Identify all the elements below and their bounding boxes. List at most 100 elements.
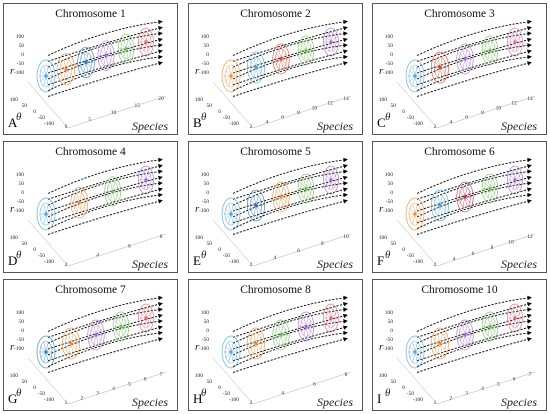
trajectory-line (47, 307, 163, 344)
cluster-spoke (439, 205, 443, 216)
cluster-center (413, 212, 417, 216)
phase-plot: 100500-50-100r100500-50-100θ2468101214Sp… (379, 19, 537, 133)
cluster-spoke (487, 188, 491, 199)
cluster-spoke (487, 316, 491, 327)
trajectory-line (232, 181, 348, 218)
trajectory-line (47, 337, 163, 373)
cluster-spoke (487, 40, 491, 51)
cluster-spoke (45, 66, 49, 77)
theta-tick-label: 0 (33, 247, 36, 253)
cluster-spoke (330, 41, 334, 52)
cluster-spoke (143, 41, 147, 52)
cluster-spoke (95, 334, 99, 345)
cluster-spoke (45, 342, 49, 353)
species-cluster (112, 311, 130, 342)
axis-frame (396, 357, 536, 405)
axis-frame (27, 357, 167, 405)
r-axis-label: r (10, 65, 15, 77)
cluster-spoke (43, 204, 47, 215)
species-cluster (87, 319, 105, 351)
species-cluster (431, 327, 449, 360)
panel-chromosome-10: 100 50 0 -50 -100 r 100 50 0 -50 -100 θ 1 2 3 4 5 6 7 Speci… (372, 279, 547, 411)
r-axis-label: r (195, 341, 200, 353)
trajectory-line (47, 199, 163, 235)
theta-tick-label: -50 (407, 253, 415, 259)
cluster-spoke (414, 75, 418, 86)
cluster-center (304, 48, 308, 53)
cluster-spoke (145, 32, 149, 43)
species-cluster (297, 173, 315, 204)
cluster-ellipse (221, 335, 241, 369)
cluster-spoke (464, 334, 468, 345)
cluster-spoke (118, 316, 122, 327)
cluster-center (69, 341, 73, 346)
r-tick-label: 50 (204, 43, 210, 49)
species-tick-label: 1 (65, 400, 68, 406)
cluster-spoke (145, 41, 149, 52)
theta-tick-label: 50 (391, 103, 397, 109)
r-tick-label: 0 (21, 328, 24, 334)
cluster-spoke (65, 69, 69, 79)
species-tick-label: 2 (434, 124, 437, 130)
panel-chromosome-3: 100 50 0 -50 -100 r 100 50 0 -50 -100 θ 2 4 6 8 10 12 14 Sp… (372, 3, 547, 135)
panel-chromosome-2: 100 50 0 -50 -100 r 100 50 0 -50 -100 θ 2 4 6 8 10 12 14 Sp… (188, 3, 363, 135)
cluster-center (111, 189, 115, 193)
species-cluster (104, 176, 122, 207)
cluster-spoke (255, 343, 259, 354)
r-tick-label: -100 (383, 70, 393, 76)
trajectory-line (47, 295, 163, 332)
cluster-center (254, 65, 258, 70)
r-tick-label: 100 (201, 34, 210, 40)
species-tick-label: 2 (250, 262, 253, 268)
cluster-spoke (83, 62, 87, 72)
trajectory-line (232, 164, 348, 200)
cluster-center (229, 74, 233, 78)
cluster-spoke (228, 342, 232, 353)
cluster-spoke (93, 325, 97, 336)
species-cluster (36, 59, 56, 93)
cluster-spoke (439, 333, 443, 344)
cluster-ellipse (87, 319, 105, 351)
panel-title: Chromosome 6 (424, 146, 495, 158)
cluster-center (279, 333, 283, 337)
cluster-spoke (305, 326, 309, 337)
cluster-spoke (79, 202, 82, 213)
cluster-spoke (230, 66, 234, 77)
trajectory-line (416, 295, 532, 332)
cluster-spoke (280, 334, 284, 345)
cluster-ellipse (36, 335, 56, 369)
r-tick-label: 100 (201, 310, 210, 316)
cluster-spoke (330, 317, 334, 328)
cluster-center (119, 324, 123, 329)
cluster-spoke (228, 75, 232, 86)
species-cluster (247, 51, 265, 84)
cluster-center (64, 67, 68, 71)
cluster-center (254, 341, 258, 346)
species-cluster (507, 165, 523, 195)
trajectory-line (416, 61, 532, 97)
r-tick-label: 50 (19, 181, 25, 187)
cluster-spoke (512, 317, 516, 328)
cluster-ellipse (36, 197, 56, 231)
axis-frame (212, 357, 352, 405)
theta-axis-label: θ (385, 249, 391, 261)
panel-letter: A (8, 115, 18, 130)
species-cluster (481, 173, 499, 204)
cluster-spoke (328, 308, 332, 319)
cluster-ellipse (431, 189, 449, 222)
cluster-spoke (437, 333, 441, 344)
cluster-spoke (512, 179, 516, 190)
panel-letter: B (193, 115, 202, 130)
cluster-spoke (228, 351, 232, 362)
cluster-spoke (414, 342, 418, 353)
species-tick-label: 5 (128, 381, 131, 387)
cluster-spoke (439, 343, 443, 354)
trajectory-line (416, 307, 532, 344)
cluster-spoke (143, 308, 147, 319)
axis-frame (212, 219, 352, 267)
cluster-spoke (228, 204, 232, 215)
theta-tick-label: 0 (33, 385, 36, 391)
cluster-spoke (45, 213, 49, 224)
species-tick-label: 6 (313, 381, 316, 387)
cluster-spoke (305, 178, 309, 189)
